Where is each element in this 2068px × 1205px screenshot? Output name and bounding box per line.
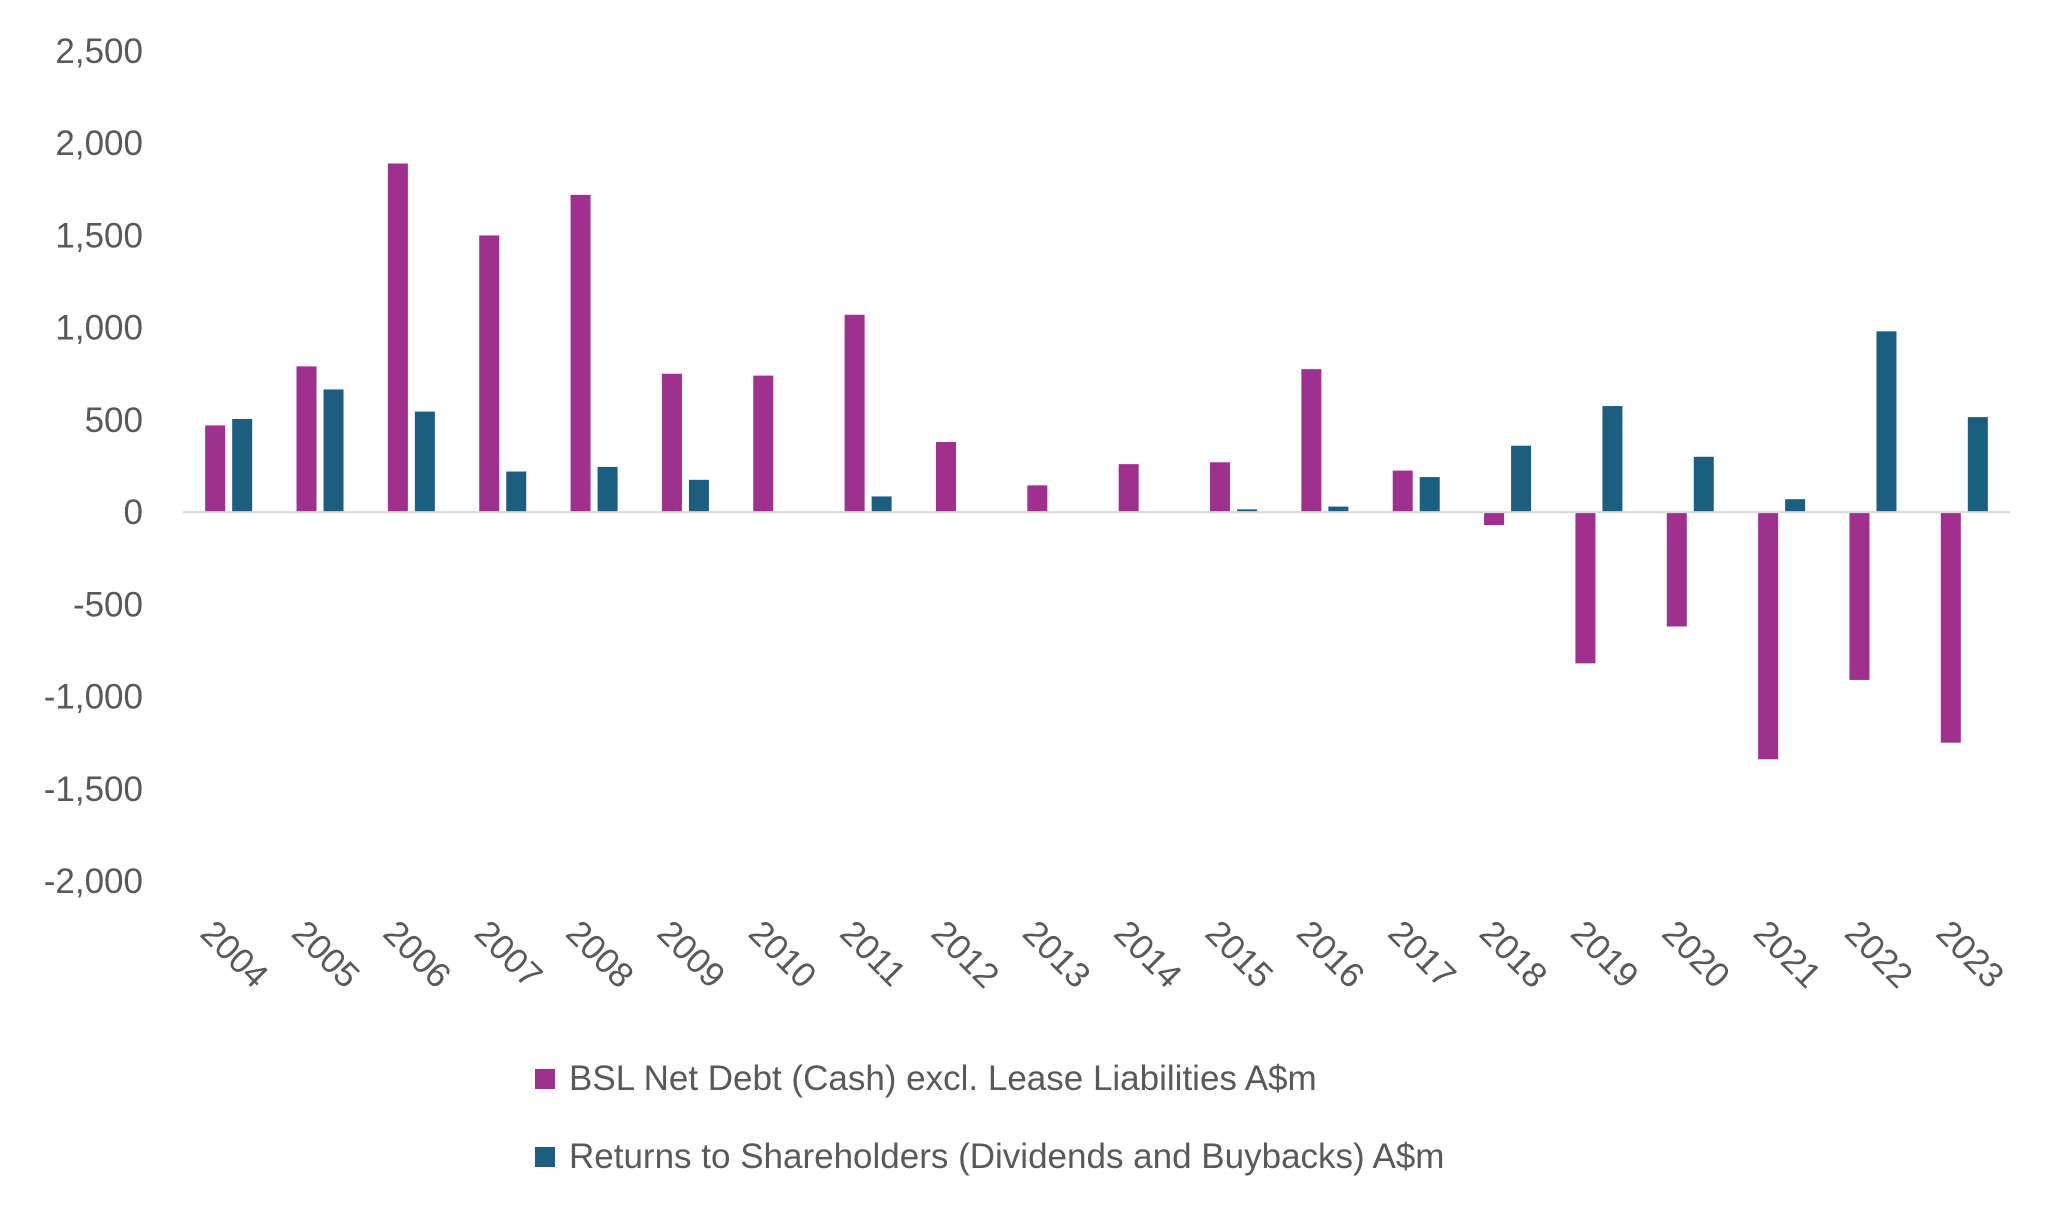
bar-returns: [1693, 456, 1714, 513]
x-tick-label: 2020: [1655, 913, 1738, 996]
x-tick-label: 2007: [467, 913, 550, 996]
y-tick-label: 2,500: [55, 32, 143, 71]
bar-returns: [414, 411, 435, 513]
bar-returns: [1511, 445, 1532, 513]
bar-net-debt: [1849, 512, 1870, 680]
bar-net-debt: [844, 314, 865, 513]
x-tick-label: 2021: [1746, 913, 1829, 996]
legend-label-returns: Returns to Shareholders (Dividends and B…: [569, 1137, 1445, 1176]
x-tick-label: 2011: [832, 913, 913, 994]
x-tick-label: 2014: [1107, 913, 1190, 996]
y-tick-label: -500: [73, 585, 143, 624]
legend-item-returns: Returns to Shareholders (Dividends and B…: [535, 1118, 1444, 1196]
bar-returns: [1237, 509, 1258, 513]
y-tick-label: 1,000: [55, 309, 143, 348]
legend-swatch-net-debt: [535, 1069, 555, 1089]
bar-net-debt: [1940, 512, 1961, 743]
x-tick-label: 2023: [1929, 913, 2012, 996]
bar-returns: [323, 389, 344, 513]
x-tick-label: 2006: [376, 913, 459, 996]
bar-net-debt: [1210, 462, 1231, 513]
x-tick-label: 2013: [1015, 913, 1098, 996]
bar-returns: [232, 418, 253, 513]
bar-net-debt: [1027, 485, 1048, 513]
y-tick-label: 500: [85, 401, 143, 440]
x-axis-ticks: 2004 2005 2006 2007 2008 2009 2010 2011 2012 2013…: [193, 913, 2011, 996]
bar-returns: [506, 471, 527, 513]
y-axis-ticks: 2,500 2,000 1,500 1,000 500 0 -500 -1,000 -1,500…: [44, 32, 143, 901]
bar-net-debt: [205, 425, 226, 513]
bar-net-debt: [935, 442, 956, 513]
bar-net-debt: [296, 366, 317, 513]
x-tick-label: 2017: [1381, 913, 1464, 996]
bar-net-debt: [1484, 512, 1505, 526]
bar-net-debt: [1392, 470, 1413, 513]
x-tick-label: 2008: [558, 913, 641, 996]
bar-net-debt: [1666, 512, 1687, 627]
x-tick-label: 2019: [1563, 913, 1646, 996]
bar-net-debt: [387, 163, 408, 513]
bar-net-debt: [570, 194, 591, 513]
bars: [205, 163, 1988, 760]
y-tick-label: 2,000: [55, 124, 143, 163]
bar-returns: [1967, 417, 1988, 513]
bar-net-debt: [753, 375, 774, 513]
bar-returns: [1785, 499, 1806, 513]
x-tick-label: 2016: [1289, 913, 1372, 996]
bar-net-debt: [479, 235, 500, 513]
y-tick-label: 0: [124, 493, 143, 532]
bar-returns: [1876, 331, 1897, 513]
x-tick-label: 2009: [650, 913, 733, 996]
bar-net-debt: [1118, 464, 1139, 513]
legend-label-net-debt: BSL Net Debt (Cash) excl. Lease Liabilit…: [569, 1059, 1317, 1098]
y-tick-label: -1,500: [44, 770, 143, 809]
legend-item-net-debt: BSL Net Debt (Cash) excl. Lease Liabilit…: [535, 1040, 1444, 1118]
x-tick-label: 2010: [741, 913, 824, 996]
x-tick-label: 2005: [284, 913, 367, 996]
bar-returns: [1419, 477, 1440, 513]
x-tick-label: 2022: [1837, 913, 1920, 996]
bar-returns: [597, 466, 618, 513]
bar-returns: [688, 479, 709, 513]
bar-net-debt: [1575, 512, 1596, 664]
y-tick-label: 1,500: [55, 216, 143, 255]
bar-net-debt: [1758, 512, 1779, 760]
bar-returns: [1602, 406, 1623, 513]
bar-returns: [1328, 506, 1349, 513]
bar-returns: [871, 496, 892, 513]
x-tick-label: 2012: [924, 913, 1007, 996]
x-tick-label: 2018: [1472, 913, 1555, 996]
legend: BSL Net Debt (Cash) excl. Lease Liabilit…: [535, 1040, 1444, 1196]
bar-net-debt: [1301, 369, 1322, 513]
y-tick-label: -1,000: [44, 678, 143, 717]
bar-net-debt: [661, 373, 682, 513]
y-tick-label: -2,000: [44, 862, 143, 901]
x-tick-label: 2015: [1198, 913, 1281, 996]
x-tick-label: 2004: [193, 913, 276, 996]
legend-swatch-returns: [535, 1147, 555, 1167]
